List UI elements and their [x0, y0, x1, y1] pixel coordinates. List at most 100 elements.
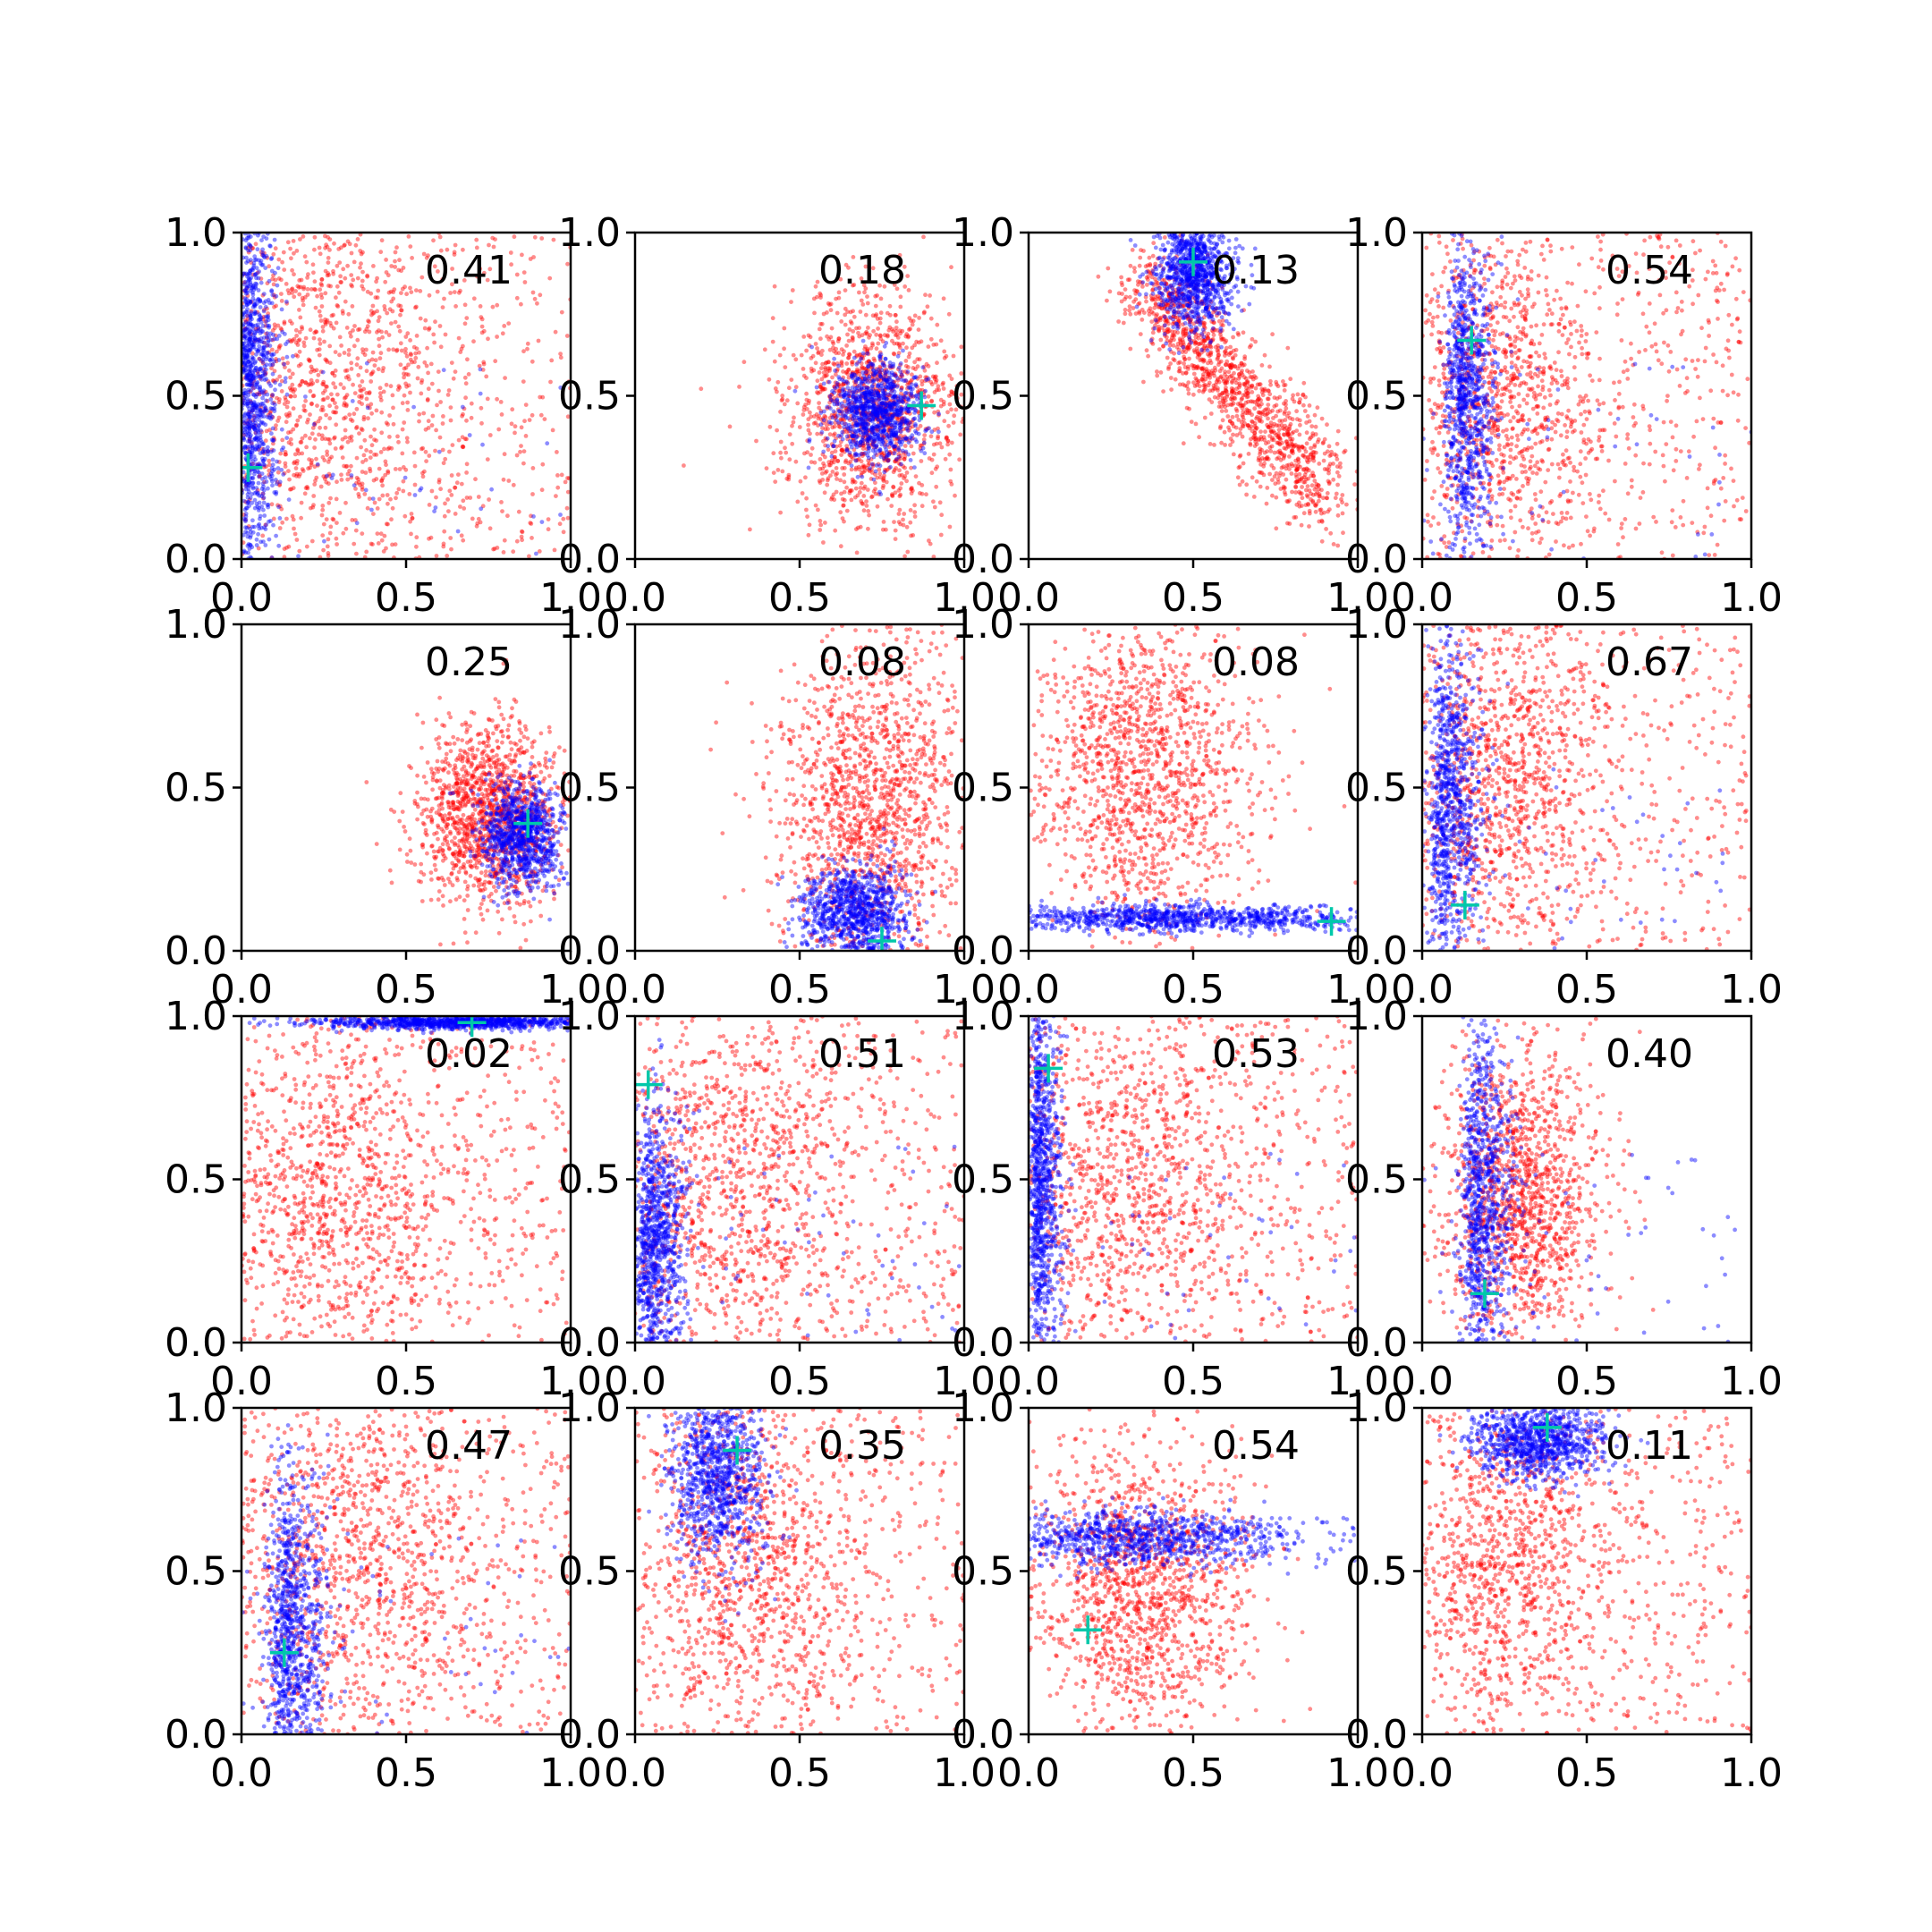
scatter-point-blue — [370, 496, 376, 501]
scatter-point-red — [779, 455, 784, 461]
scatter-point-red — [1224, 409, 1229, 413]
scatter-point-red — [903, 410, 909, 415]
scatter-point-blue — [252, 436, 258, 441]
scatter-point-red — [1340, 493, 1345, 497]
scatter-point-blue — [884, 341, 889, 345]
scatter-point-red — [941, 402, 946, 407]
scatter-point-red — [333, 385, 338, 390]
scatter-point-blue — [247, 337, 251, 342]
scatter-point-red — [860, 502, 866, 506]
scatter-point-red — [374, 438, 379, 443]
scatter-point-blue — [243, 419, 249, 424]
scatter-point-red — [356, 480, 361, 485]
scatter-point-blue — [920, 365, 926, 370]
scatter-point-red — [421, 251, 427, 257]
scatter-point-red — [947, 524, 953, 530]
scatter-point-red — [461, 411, 465, 417]
scatter-point-blue — [248, 258, 253, 262]
scatter-point-blue — [831, 409, 836, 414]
scatter-point-red — [813, 284, 818, 289]
scatter-point-red — [561, 530, 566, 535]
scatter-point-red — [378, 450, 384, 454]
scatter-point-red — [337, 511, 343, 515]
scatter-point-red — [340, 445, 344, 449]
scatter-point-blue — [261, 234, 266, 239]
scatter-point-red — [821, 438, 826, 444]
scatter-point-blue — [809, 344, 814, 350]
scatter-point-red — [865, 376, 869, 381]
scatter-point-red — [881, 520, 886, 524]
scatter-point-red — [803, 475, 808, 480]
scatter-point-blue — [269, 288, 275, 293]
scatter-point-red — [272, 322, 277, 327]
scatter-point-red — [887, 426, 893, 431]
scatter-point-red — [243, 319, 249, 325]
scatter-point-red — [300, 451, 305, 456]
scatter-point-red — [383, 307, 387, 312]
scatter-point-blue — [284, 392, 290, 397]
scatter-point-red — [328, 284, 333, 289]
scatter-point-red — [880, 407, 885, 412]
scatter-point-red — [822, 374, 826, 379]
scatter-point-red — [310, 504, 316, 510]
scatter-point-blue — [833, 369, 837, 373]
subplot-1-2: 0.00.00.50.51.01.00.18 — [558, 210, 996, 621]
scatter-point-red — [859, 443, 863, 448]
scatter-point-red — [869, 411, 875, 417]
scatter-point-blue — [858, 398, 863, 403]
scatter-point-red — [897, 436, 902, 442]
scatter-point-red — [427, 326, 432, 331]
scatter-point-red — [918, 446, 923, 451]
scatter-point-red — [326, 551, 331, 555]
scatter-point-red — [340, 436, 345, 442]
scatter-point-red — [285, 360, 290, 366]
scatter-point-red — [384, 258, 388, 262]
scatter-point-red — [872, 438, 877, 444]
scatter-point-red — [818, 457, 823, 462]
scatter-point-blue — [248, 447, 252, 452]
scatter-point-red — [317, 245, 322, 250]
scatter-point-red — [253, 430, 258, 436]
scatter-point-red — [902, 465, 907, 470]
scatter-point-red — [312, 247, 317, 252]
scatter-point-blue — [261, 292, 267, 296]
scatter-point-red — [374, 408, 379, 413]
scatter-point-red — [867, 411, 872, 415]
scatter-point-red — [902, 454, 908, 459]
scatter-point-red — [953, 407, 959, 412]
scatter-point-red — [892, 444, 896, 449]
scatter-point-blue — [245, 347, 250, 352]
scatter-point-red — [505, 513, 510, 519]
scatter-point-blue — [247, 370, 252, 375]
scatter-point-red — [250, 418, 256, 423]
scatter-point-blue — [837, 377, 843, 382]
scatter-point-red — [894, 319, 899, 325]
scatter-point-red — [1248, 443, 1253, 447]
scatter-point-red — [290, 513, 295, 519]
scatter-point-blue — [258, 385, 263, 389]
scatter-point-red — [557, 521, 563, 527]
scatter-point-red — [303, 380, 309, 386]
scatter-point-red — [844, 410, 850, 414]
scatter-point-red — [846, 407, 852, 412]
scatter-point-red — [847, 394, 852, 399]
scatter-point-blue — [875, 377, 880, 382]
scatter-point-red — [351, 328, 355, 333]
scatter-point-red — [842, 472, 847, 477]
scatter-point-blue — [268, 337, 274, 343]
scatter-point-red — [866, 509, 871, 513]
scatter-point-red — [316, 372, 321, 377]
scatter-point-red — [258, 276, 264, 281]
scatter-point-blue — [242, 507, 248, 513]
scatter-point-red — [458, 504, 462, 509]
scatter-point-blue — [254, 436, 259, 440]
scatter-point-red — [829, 450, 835, 455]
scatter-point-red — [307, 358, 312, 363]
scatter-point-red — [436, 269, 440, 274]
scatter-point-red — [838, 439, 843, 445]
scatter-point-blue — [262, 513, 267, 518]
scatter-point-red — [787, 432, 792, 436]
scatter-point-blue — [912, 465, 917, 470]
scatter-point-red — [844, 361, 850, 366]
scatter-point-red — [838, 478, 843, 483]
